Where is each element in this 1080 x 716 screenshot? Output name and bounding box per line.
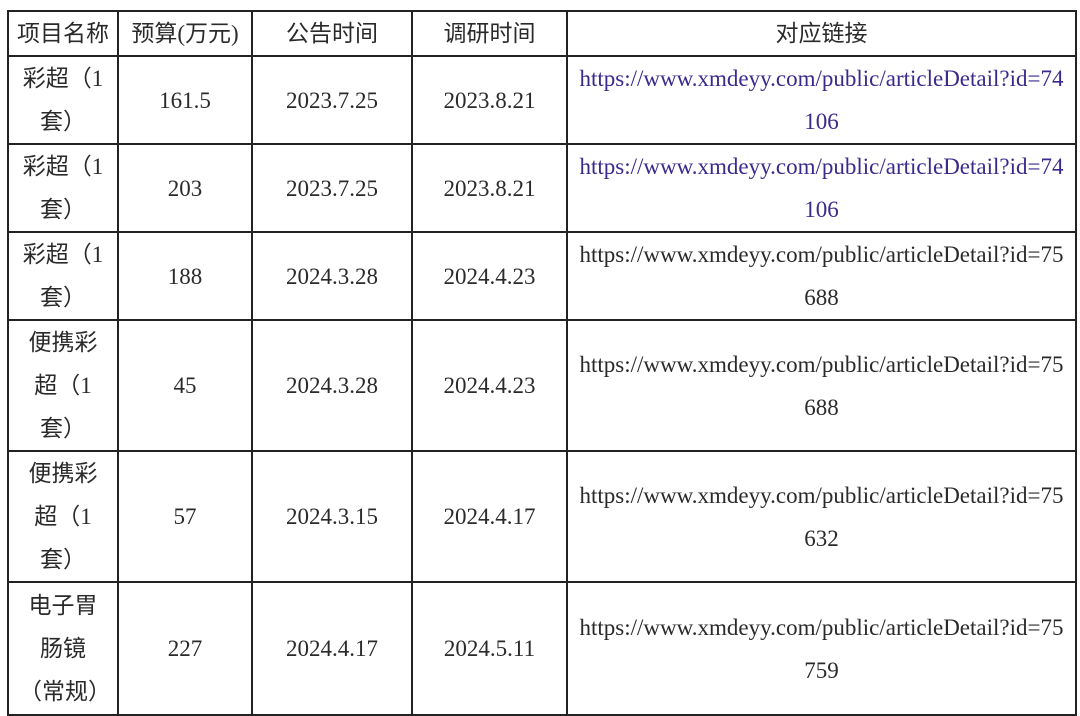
announce-date-cell: 2024.4.17 [251, 581, 413, 716]
link-cell[interactable]: https://www.xmdeyy.com/public/articleDet… [566, 143, 1077, 233]
table-row: 便携彩超（1套） 57 2024.3.15 2024.4.17 https://www.… [7, 450, 1077, 583]
announce-date-cell: 2024.3.28 [251, 319, 413, 452]
project-name-cell: 彩超（1套） [7, 55, 119, 145]
table-row: 彩超（1套） 188 2024.3.28 2024.4.23 https://www.x… [7, 231, 1077, 321]
announce-date-cell: 2023.7.25 [251, 143, 413, 233]
table-row: 电子胃肠镜（常规） 227 2024.4.17 2024.5.11 https://ww… [7, 581, 1077, 716]
budget-cell: 45 [117, 319, 253, 452]
link-cell[interactable]: https://www.xmdeyy.com/public/articleDet… [566, 55, 1077, 145]
budget-cell: 227 [117, 581, 253, 716]
table-row: 彩超（1套） 203 2023.7.25 2023.8.21 https://www.x… [7, 143, 1077, 233]
announce-date-cell: 2024.3.28 [251, 231, 413, 321]
budget-cell: 188 [117, 231, 253, 321]
research-date-cell: 2024.4.23 [411, 231, 568, 321]
table-row: 便携彩超（1套） 45 2024.3.28 2024.4.23 https://www.… [7, 319, 1077, 452]
research-date-cell: 2024.5.11 [411, 581, 568, 716]
link-cell: https://www.xmdeyy.com/public/articleDet… [566, 319, 1077, 452]
header-budget: 预算(万元) [117, 10, 253, 57]
project-table: 项目名称 预算(万元) 公告时间 调研时间 对应链接 彩超（1套） 161.5 20… [7, 10, 1077, 716]
project-name-cell: 彩超（1套） [7, 143, 119, 233]
research-date-cell: 2023.8.21 [411, 143, 568, 233]
research-date-cell: 2024.4.17 [411, 450, 568, 583]
table-row: 彩超（1套） 161.5 2023.7.25 2023.8.21 https://www… [7, 55, 1077, 145]
link-cell: https://www.xmdeyy.com/public/articleDet… [566, 231, 1077, 321]
header-row: 项目名称 预算(万元) 公告时间 调研时间 对应链接 [7, 10, 1077, 57]
research-date-cell: 2024.4.23 [411, 319, 568, 452]
announce-date-cell: 2023.7.25 [251, 55, 413, 145]
header-announce-date: 公告时间 [251, 10, 413, 57]
header-name: 项目名称 [7, 10, 119, 57]
budget-cell: 57 [117, 450, 253, 583]
header-research-date: 调研时间 [411, 10, 568, 57]
budget-cell: 161.5 [117, 55, 253, 145]
link-cell: https://www.xmdeyy.com/public/articleDet… [566, 581, 1077, 716]
project-name-cell: 彩超（1套） [7, 231, 119, 321]
link-cell: https://www.xmdeyy.com/public/articleDet… [566, 450, 1077, 583]
project-name-cell: 便携彩超（1套） [7, 450, 119, 583]
project-name-cell: 便携彩超（1套） [7, 319, 119, 452]
project-name-cell: 电子胃肠镜（常规） [7, 581, 119, 716]
header-link: 对应链接 [566, 10, 1077, 57]
research-date-cell: 2023.8.21 [411, 55, 568, 145]
budget-cell: 203 [117, 143, 253, 233]
announce-date-cell: 2024.3.15 [251, 450, 413, 583]
